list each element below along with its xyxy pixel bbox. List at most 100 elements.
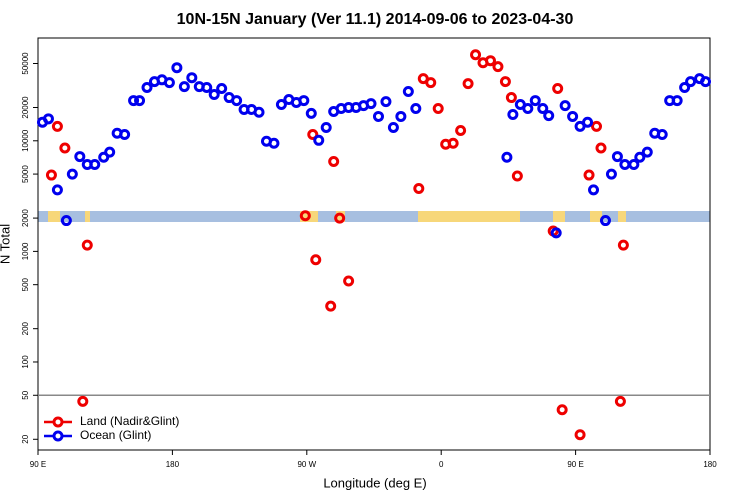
legend-marker xyxy=(52,430,64,442)
point xyxy=(591,120,603,132)
point xyxy=(447,137,459,149)
x-tick-label: 180 xyxy=(166,460,180,469)
point xyxy=(119,128,131,140)
point xyxy=(134,95,146,107)
point xyxy=(614,395,626,407)
x-tick-label: 0 xyxy=(439,460,444,469)
point xyxy=(307,128,319,140)
point xyxy=(685,76,697,88)
point xyxy=(387,121,399,133)
y-axis-label: N Total xyxy=(0,224,12,264)
point xyxy=(529,95,541,107)
point xyxy=(656,128,668,140)
point xyxy=(60,215,72,227)
point xyxy=(216,83,228,95)
y-tick-label: 200 xyxy=(21,321,30,335)
y-tick-label: 1000 xyxy=(21,242,30,260)
point xyxy=(343,275,355,287)
y-tick-label: 5000 xyxy=(21,165,30,183)
point xyxy=(595,142,607,154)
point xyxy=(395,110,407,122)
point xyxy=(89,159,101,171)
x-tick-label: 180 xyxy=(703,460,717,469)
point xyxy=(275,98,287,110)
point xyxy=(492,61,504,73)
point xyxy=(619,159,631,171)
point xyxy=(505,92,517,104)
point xyxy=(253,106,265,118)
point xyxy=(201,82,213,94)
y-tick-label: 100 xyxy=(21,355,30,369)
point xyxy=(320,121,332,133)
point xyxy=(543,110,555,122)
point xyxy=(128,95,140,107)
point xyxy=(634,151,646,163)
point xyxy=(413,183,425,195)
y-tick-label: 2000 xyxy=(21,209,30,227)
point xyxy=(51,120,63,132)
point xyxy=(298,95,310,107)
point xyxy=(611,151,623,163)
point xyxy=(588,184,600,196)
point xyxy=(641,146,653,158)
point xyxy=(470,49,482,61)
point xyxy=(66,168,78,180)
chart-title: 10N-15N January (Ver 11.1) 2014-09-06 to… xyxy=(177,11,574,28)
point xyxy=(605,168,617,180)
point xyxy=(617,239,629,251)
point xyxy=(365,98,377,110)
legend-marker xyxy=(52,416,64,428)
point xyxy=(402,86,414,98)
y-tick-label: 50000 xyxy=(21,52,30,75)
point xyxy=(328,155,340,167)
point xyxy=(583,169,595,181)
point xyxy=(511,170,523,182)
x-tick-label: 90 E xyxy=(30,460,46,469)
point xyxy=(305,107,317,119)
point xyxy=(42,113,54,125)
point xyxy=(599,215,611,227)
point xyxy=(51,184,63,196)
point xyxy=(59,142,71,154)
point xyxy=(628,159,640,171)
y-tick-label: 500 xyxy=(21,277,30,291)
point xyxy=(186,72,198,84)
x-tick-label: 90 E xyxy=(567,460,583,469)
point xyxy=(410,102,422,114)
y-tick-label: 20000 xyxy=(21,96,30,119)
point xyxy=(104,146,116,158)
point xyxy=(501,151,513,163)
point xyxy=(45,169,57,181)
legend-label: Land (Nadir&Glint) xyxy=(80,414,179,428)
point xyxy=(556,404,568,416)
point xyxy=(231,95,243,107)
legend-label: Ocean (Glint) xyxy=(80,428,151,442)
y-tick-label: 10000 xyxy=(21,129,30,152)
point xyxy=(550,227,562,239)
point xyxy=(268,137,280,149)
point xyxy=(77,395,89,407)
point xyxy=(507,108,519,120)
point xyxy=(325,300,337,312)
point xyxy=(163,77,175,89)
point xyxy=(178,81,190,93)
point xyxy=(171,62,183,74)
point xyxy=(380,96,392,108)
point xyxy=(567,110,579,122)
y-tick-label: 20 xyxy=(21,434,30,443)
point xyxy=(425,77,437,89)
point xyxy=(208,89,220,101)
x-axis-label: Longitude (deg E) xyxy=(323,475,426,490)
point xyxy=(700,76,712,88)
y-tick-label: 50 xyxy=(21,390,30,399)
plot-frame xyxy=(37,37,711,451)
point xyxy=(432,102,444,114)
point xyxy=(537,102,549,114)
point xyxy=(299,210,311,222)
point xyxy=(455,124,467,136)
point xyxy=(559,100,571,112)
point xyxy=(499,76,511,88)
point xyxy=(81,239,93,251)
point xyxy=(141,82,153,94)
